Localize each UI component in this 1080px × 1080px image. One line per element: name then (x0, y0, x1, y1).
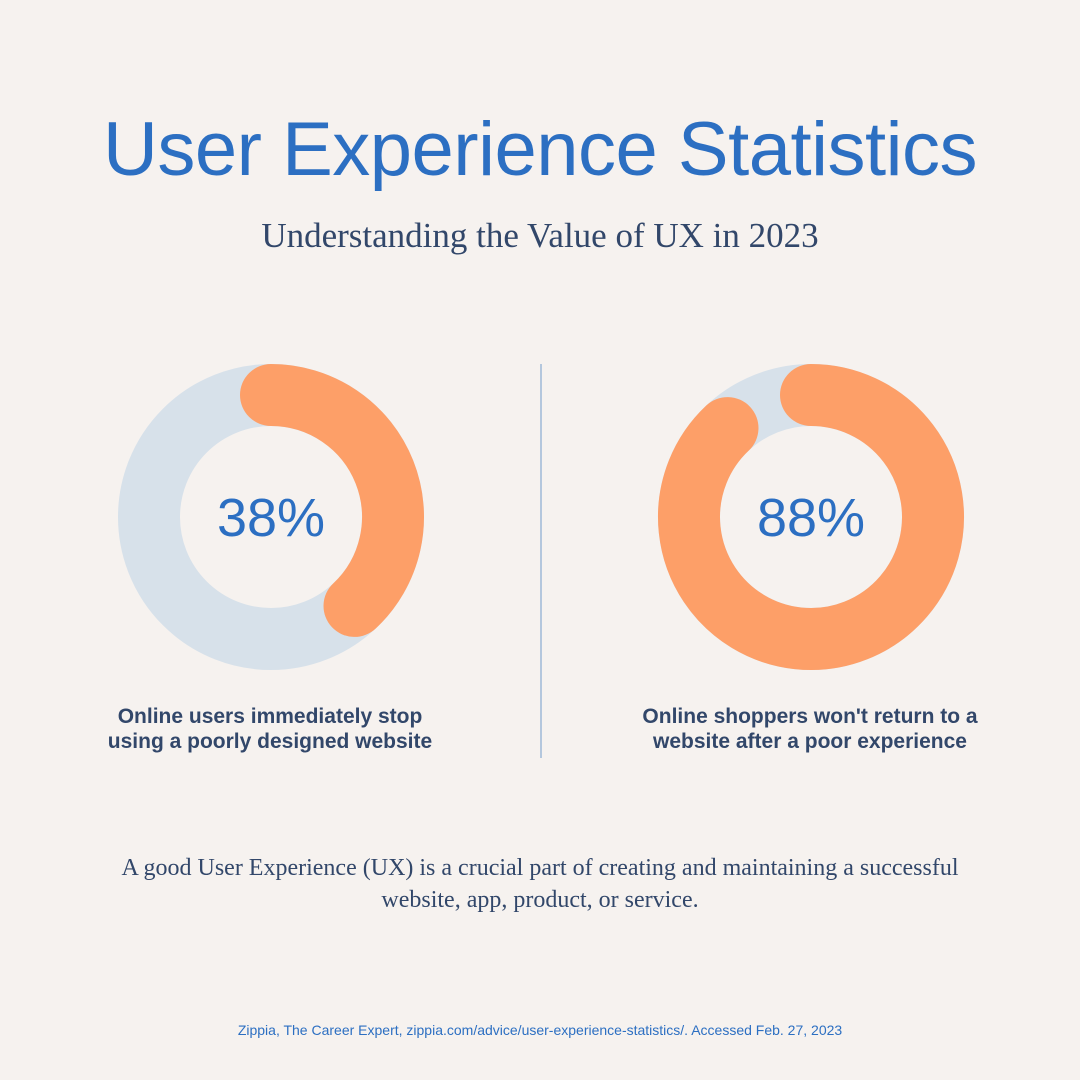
page-subtitle: Understanding the Value of UX in 2023 (261, 216, 819, 255)
stat-caption-users: Online users immediately stop using a po… (107, 705, 433, 753)
column-divider (540, 364, 542, 758)
summary-paragraph: A good User Experience (UX) is a crucial… (121, 855, 959, 913)
donut-percent-label-shoppers: 88% (757, 488, 865, 548)
donut-chart-shoppers-svg: 88% (658, 364, 964, 670)
donut-value-arc-users (240, 364, 424, 637)
donut-value-arc-shoppers (658, 364, 964, 670)
source-citation: Zippia, The Career Expert, zippia.com/ad… (237, 1022, 843, 1038)
donut-chart-users-svg: 38% (118, 364, 424, 670)
stat-caption-shoppers: Online shoppers won't return to a websit… (642, 705, 978, 753)
donut-percent-label-users: 38% (217, 488, 325, 548)
donut-chart-shoppers: 88% (656, 362, 966, 672)
page-title: User Experience Statistics (103, 107, 978, 192)
donut-chart-users: 38% (116, 362, 426, 672)
